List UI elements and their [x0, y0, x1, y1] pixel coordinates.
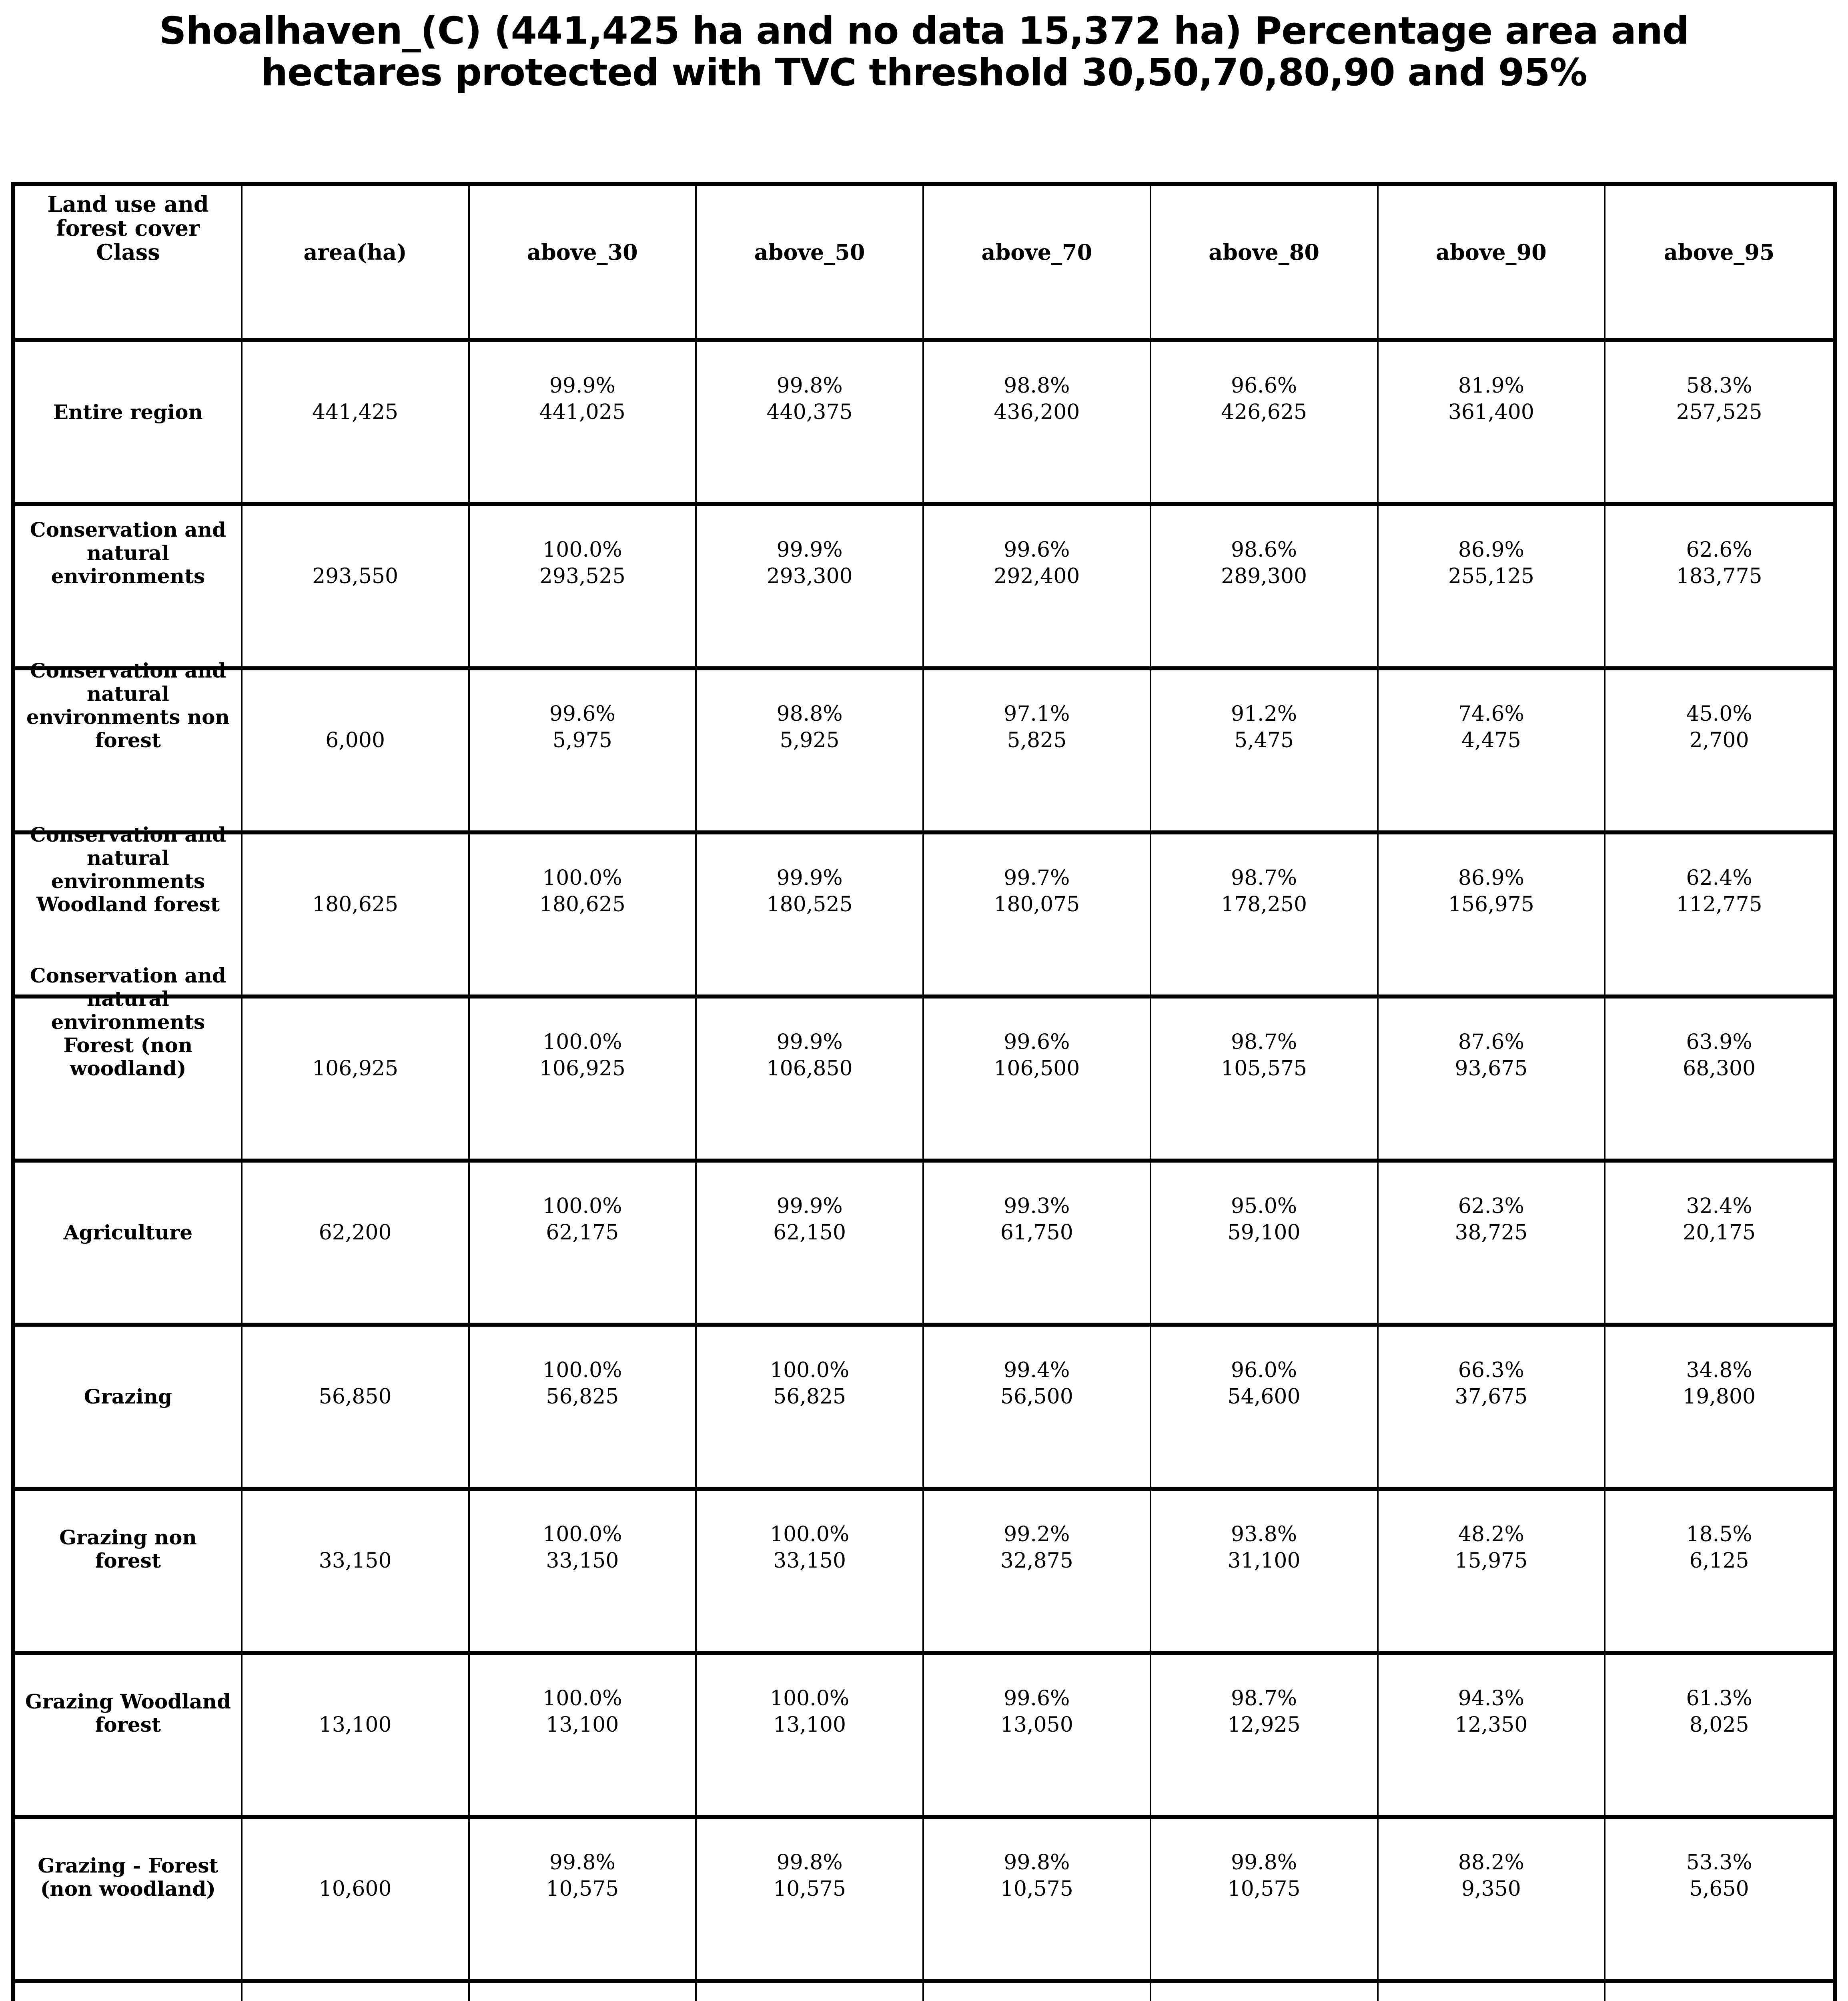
- cell-r0-c2: 99.8% 440,375: [697, 342, 924, 506]
- table: Land use and forest cover Class area(ha) a…: [11, 182, 1837, 2001]
- cell-r8-c1: 100.0% 13,100: [469, 1655, 697, 1819]
- cell-r2-c3: 97.1% 5,825: [924, 670, 1151, 834]
- cell-r4-c4: 98.7% 105,575: [1151, 998, 1379, 1163]
- row-label-10: Irrigation: [15, 1983, 243, 2001]
- cell-r8-c5: 94.3% 12,350: [1378, 1655, 1606, 1819]
- page-title: Shoalhaven_(C) (441,425 ha and no data 1…: [159, 9, 1689, 94]
- cell-r4-c3: 99.6% 106,500: [924, 998, 1151, 1163]
- cell-r7-c0: 33,150: [242, 1491, 470, 1655]
- cell-r9-c6: 53.3% 5,650: [1605, 1819, 1833, 1983]
- row-label-1: Conservation and natural environments: [15, 506, 243, 670]
- cell-r2-c5: 74.6% 4,475: [1378, 670, 1606, 834]
- cell-r10-c3: 98.1% 5,125: [924, 1983, 1151, 2001]
- cell-r3-c3: 99.7% 180,075: [924, 834, 1151, 998]
- cell-r4-c5: 87.6% 93,675: [1378, 998, 1606, 1163]
- cell-r7-c6: 18.5% 6,125: [1605, 1491, 1833, 1655]
- cell-r5-c5: 62.3% 38,725: [1378, 1163, 1606, 1327]
- cell-r7-c1: 100.0% 33,150: [469, 1491, 697, 1655]
- cell-r10-c1: 100.0% 5,225: [470, 1983, 697, 2001]
- cell-r7-c5: 48.2% 15,975: [1378, 1491, 1606, 1655]
- cell-r9-c3: 99.8% 10,575: [924, 1819, 1151, 1983]
- cell-r8-c0: 13,100: [242, 1655, 470, 1819]
- cell-r4-c1: 100.0% 106,925: [469, 998, 697, 1163]
- cell-r6-c3: 99.4% 56,500: [924, 1327, 1151, 1491]
- row-label-4: Conservation and natural environments Fo…: [15, 964, 243, 1163]
- cell-r2-c4: 91.2% 5,475: [1151, 670, 1379, 834]
- cell-r4-c0: 106,925: [242, 998, 470, 1163]
- column-header-6: above_90: [1378, 186, 1606, 342]
- cell-r10-c2: 99.5% 5,200: [697, 1983, 924, 2001]
- cell-r6-c6: 34.8% 19,800: [1605, 1327, 1833, 1491]
- cell-r6-c0: 56,850: [242, 1327, 470, 1491]
- cell-r9-c0: 10,600: [242, 1819, 470, 1983]
- cell-r3-c0: 180,625: [242, 834, 470, 998]
- column-header-2: above_30: [469, 186, 697, 342]
- cell-r5-c6: 32.4% 20,175: [1605, 1163, 1833, 1327]
- cell-r0-c1: 99.9% 441,025: [469, 342, 697, 506]
- cell-r5-c2: 99.9% 62,150: [697, 1163, 924, 1327]
- column-header-5: above_80: [1151, 186, 1379, 342]
- cell-r8-c2: 100.0% 13,100: [697, 1655, 924, 1819]
- cell-r4-c6: 63.9% 68,300: [1605, 998, 1833, 1163]
- cell-r9-c2: 99.8% 10,575: [697, 1819, 924, 1983]
- cell-r8-c4: 98.7% 12,925: [1151, 1655, 1379, 1819]
- row-label-6: Grazing: [15, 1327, 243, 1491]
- cell-r10-c4: 83.7% 4,375: [1151, 1983, 1379, 2001]
- column-header-0: Land use and forest cover Class: [15, 186, 243, 342]
- cell-r3-c6: 62.4% 112,775: [1605, 834, 1833, 998]
- cell-r6-c4: 96.0% 54,600: [1151, 1327, 1379, 1491]
- cell-r4-c2: 99.9% 106,850: [697, 998, 924, 1163]
- cell-r2-c6: 45.0% 2,700: [1605, 670, 1833, 834]
- cell-r9-c4: 99.8% 10,575: [1151, 1819, 1379, 1983]
- cell-r3-c2: 99.9% 180,525: [697, 834, 924, 998]
- row-label-9: Grazing - Forest (non woodland): [15, 1819, 243, 1983]
- cell-r1-c6: 62.6% 183,775: [1605, 506, 1833, 670]
- cell-r6-c2: 100.0% 56,825: [697, 1327, 924, 1491]
- cell-r1-c2: 99.9% 293,300: [697, 506, 924, 670]
- cell-r2-c1: 99.6% 5,975: [469, 670, 697, 834]
- cell-r0-c5: 81.9% 361,400: [1378, 342, 1606, 506]
- column-header-3: above_50: [697, 186, 924, 342]
- cell-r7-c3: 99.2% 32,875: [924, 1491, 1151, 1655]
- cell-r8-c6: 61.3% 8,025: [1605, 1655, 1833, 1819]
- cell-r5-c4: 95.0% 59,100: [1151, 1163, 1379, 1327]
- cell-r9-c5: 88.2% 9,350: [1378, 1819, 1606, 1983]
- column-header-7: above_95: [1605, 186, 1833, 342]
- row-label-3: Conservation and natural environments Wo…: [15, 823, 243, 998]
- row-label-8: Grazing Woodland forest: [15, 1655, 243, 1819]
- column-header-1: area(ha): [242, 186, 470, 342]
- cell-r10-c5: 18.2% 950: [1379, 1983, 1606, 2001]
- row-label-0: Entire region: [15, 342, 243, 506]
- cell-r1-c4: 98.6% 289,300: [1151, 506, 1379, 670]
- cell-r5-c0: 62,200: [242, 1163, 470, 1327]
- cell-r0-c4: 96.6% 426,625: [1151, 342, 1379, 506]
- column-header-4: above_70: [924, 186, 1151, 342]
- cell-r0-c3: 98.8% 436,200: [924, 342, 1151, 506]
- cell-r8-c3: 99.6% 13,050: [924, 1655, 1151, 1819]
- cell-r3-c5: 86.9% 156,975: [1378, 834, 1606, 998]
- cell-r3-c4: 98.7% 178,250: [1151, 834, 1379, 998]
- cell-r7-c4: 93.8% 31,100: [1151, 1491, 1379, 1655]
- cell-r10-c0: 5,225: [243, 1983, 470, 2001]
- cell-r7-c2: 100.0% 33,150: [697, 1491, 924, 1655]
- cell-r6-c5: 66.3% 37,675: [1378, 1327, 1606, 1491]
- cell-r0-c0: 441,425: [242, 342, 470, 506]
- cell-r6-c1: 100.0% 56,825: [469, 1327, 697, 1491]
- cell-r5-c1: 100.0% 62,175: [469, 1163, 697, 1327]
- cell-r1-c1: 100.0% 293,525: [469, 506, 697, 670]
- cell-r5-c3: 99.3% 61,750: [924, 1163, 1151, 1327]
- cell-r2-c0: 6,000: [242, 670, 470, 834]
- cell-r9-c1: 99.8% 10,575: [469, 1819, 697, 1983]
- cell-r2-c2: 98.8% 5,925: [697, 670, 924, 834]
- cell-r0-c6: 58.3% 257,525: [1605, 342, 1833, 506]
- cell-r1-c5: 86.9% 255,125: [1378, 506, 1606, 670]
- cell-r3-c1: 100.0% 180,625: [469, 834, 697, 998]
- row-label-7: Grazing non forest: [15, 1491, 243, 1655]
- cell-r10-c6: 5.3% 275: [1605, 1983, 1833, 2001]
- row-label-2: Conservation and natural environments no…: [15, 659, 243, 834]
- row-label-5: Agriculture: [15, 1163, 243, 1327]
- cell-r1-c0: 293,550: [242, 506, 470, 670]
- cell-r1-c3: 99.6% 292,400: [924, 506, 1151, 670]
